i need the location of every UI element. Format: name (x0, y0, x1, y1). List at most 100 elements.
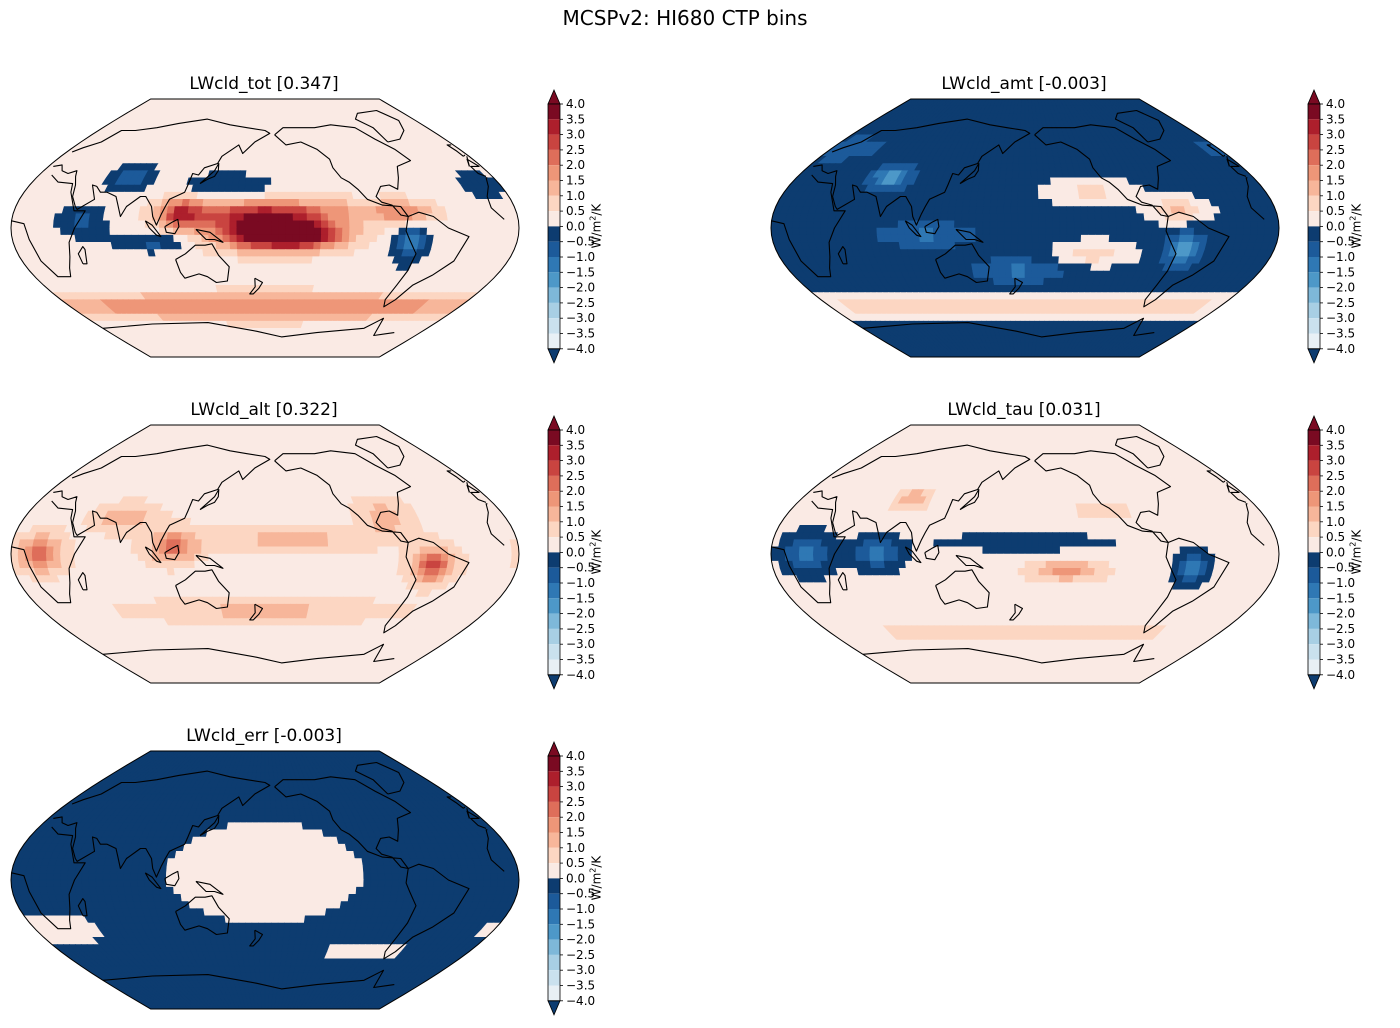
field-cell (291, 256, 300, 265)
field-cell (1072, 249, 1081, 257)
field-cell (251, 270, 259, 279)
field-cell (299, 234, 308, 243)
field-cell (299, 213, 308, 222)
field-cell (1079, 199, 1088, 207)
field-cell (1080, 234, 1089, 243)
field-cell (251, 191, 259, 200)
field-cell (1172, 220, 1181, 229)
field-cell (1144, 227, 1153, 236)
field-cell (955, 249, 964, 257)
coastline (463, 154, 466, 157)
field-cell (1006, 155, 1015, 164)
field-cell (940, 213, 949, 222)
field-cell (195, 199, 204, 207)
field-cell (249, 313, 256, 322)
colorbar-tick-label: −2.0 (566, 281, 595, 295)
field-cell (511, 220, 519, 229)
field-cell (1024, 105, 1030, 114)
field-cell (187, 206, 197, 214)
field-cell (1031, 270, 1039, 279)
field-cell (244, 256, 252, 265)
field-cell (243, 220, 252, 229)
field-cell (1179, 220, 1188, 229)
field-cell (257, 234, 266, 243)
field-cell (883, 220, 892, 229)
field-cell (102, 234, 112, 243)
field-cell (140, 349, 159, 357)
colorbar-segment (548, 149, 560, 166)
field-cell (251, 184, 259, 193)
field-cell (1031, 263, 1039, 272)
field-cell (347, 242, 357, 250)
colorbar-tick-label: 3.0 (566, 128, 585, 142)
field-cell (1011, 270, 1019, 279)
field-cell (1086, 206, 1096, 214)
field-cell (95, 227, 104, 236)
field-cell (1100, 206, 1110, 214)
field-cell (805, 220, 815, 229)
field-cell (258, 170, 266, 179)
field-cell (144, 213, 154, 222)
field-cell (1011, 256, 1019, 265)
field-cell (284, 263, 293, 272)
field-cell (355, 234, 364, 243)
field-cell (236, 213, 245, 222)
field-cell (291, 249, 300, 257)
colorbar: 4.03.53.02.52.01.51.00.50.0−0.5−1.0−1.5−… (547, 88, 595, 364)
field-cell (223, 191, 232, 200)
field-cell (1171, 234, 1181, 243)
field-cell (245, 170, 254, 179)
field-cell (261, 99, 266, 107)
field-cell (298, 256, 307, 265)
field-cell (1003, 249, 1012, 257)
field-cell (1021, 99, 1026, 107)
field-cell (791, 227, 801, 236)
field-cell (269, 306, 277, 315)
field-cell (1052, 220, 1061, 229)
field-cell (271, 191, 279, 200)
field-cell (1095, 227, 1103, 236)
colorbar-segment (548, 104, 560, 120)
field-cell (250, 234, 259, 243)
field-cell (264, 184, 273, 193)
field-cell (482, 227, 492, 236)
field-cell (260, 113, 266, 121)
field-cell (137, 220, 146, 229)
field-cell (95, 220, 104, 229)
field-cell (1004, 256, 1012, 265)
field-cell (948, 199, 958, 207)
colorbar-tick-label: −2.5 (566, 296, 595, 310)
coastline (144, 220, 162, 238)
field-cell (1052, 206, 1061, 214)
field-cell (278, 227, 287, 236)
field-cell (869, 213, 879, 222)
field-cell (222, 213, 231, 222)
field-cell (440, 227, 449, 236)
field-cell (426, 220, 435, 229)
coastline (11, 174, 86, 278)
field-cell (257, 213, 266, 222)
field-cell (130, 227, 139, 236)
field-cell (1073, 206, 1082, 214)
field-cell (285, 206, 294, 214)
field-cell (250, 249, 259, 257)
field-cell (264, 220, 273, 229)
field-cell (260, 342, 266, 351)
field-cell (412, 227, 421, 236)
field-cell (1031, 249, 1040, 257)
coastline (383, 211, 470, 308)
field-cell (278, 249, 287, 257)
field-cell (1228, 227, 1238, 236)
field-cell (52, 227, 62, 236)
field-cell (257, 227, 266, 236)
field-cell (341, 234, 350, 243)
field-cell (258, 148, 266, 157)
field-cell (1066, 220, 1075, 229)
field-cell (246, 155, 255, 164)
field-cell (353, 349, 368, 357)
field-cell (1030, 170, 1039, 179)
panel-title: LWcld_tot [0.347] (189, 74, 339, 94)
field-cell (1011, 263, 1019, 272)
field-cell (290, 184, 299, 193)
field-cell (1019, 320, 1026, 329)
